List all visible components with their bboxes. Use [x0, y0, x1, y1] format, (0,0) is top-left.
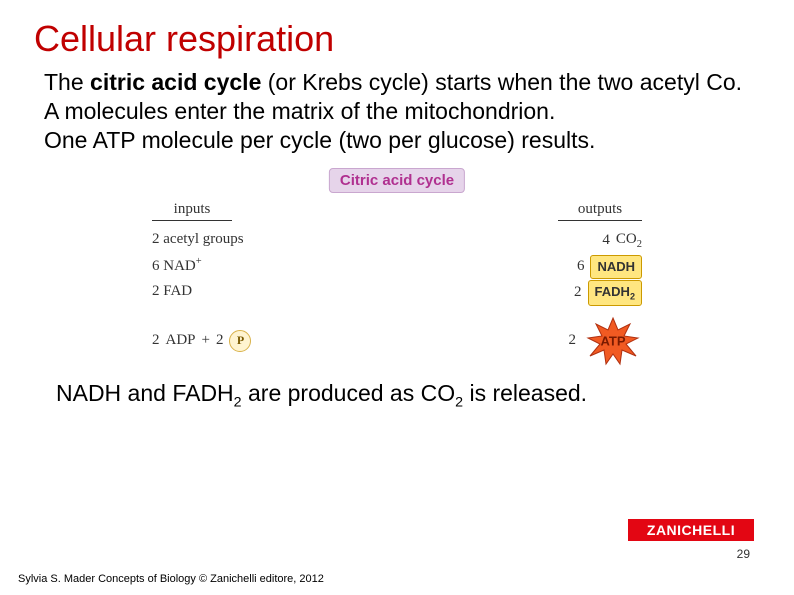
inputs-column: inputs 2 acetyl groups 6 NAD+ 2 FAD	[152, 200, 377, 305]
plus-sign: +	[202, 332, 210, 349]
output-row: 6 NADH	[417, 254, 642, 280]
footer-copyright: Sylvia S. Mader Concepts of Biology © Za…	[18, 573, 324, 585]
atp-group: 2 ATP	[569, 316, 643, 366]
bottom-row: 2 ADP + 2 P 2 ATP	[152, 316, 642, 366]
output-row: 2 FADH2	[417, 280, 642, 306]
page-title: Cellular respiration	[0, 0, 794, 68]
outputs-list: 4 CO2 6 NADH 2 FADH2	[417, 227, 642, 305]
output-pill: FADH2	[588, 280, 642, 306]
closing-s2: 2	[455, 394, 463, 410]
input-qty: 6	[152, 258, 160, 274]
outputs-header: outputs	[558, 201, 642, 221]
atp-burst-icon: ATP	[584, 316, 642, 366]
brand-logo: ZANICHELLI	[628, 519, 754, 541]
adp-plus-qty: 2	[216, 332, 224, 349]
output-pill: NADH	[590, 255, 642, 279]
atp-label: ATP	[600, 333, 625, 348]
input-text: NAD	[163, 258, 196, 274]
inputs-header: inputs	[152, 201, 232, 221]
inputs-list: 2 acetyl groups 6 NAD+ 2 FAD	[152, 227, 377, 305]
closing-t1: NADH and FADH	[56, 380, 234, 406]
input-row: 2 FAD	[152, 279, 377, 305]
input-sup: +	[196, 256, 202, 267]
output-text: CO2	[616, 227, 642, 254]
outputs-column: outputs 4 CO2 6 NADH 2 FADH2	[417, 200, 642, 305]
adp-text: ADP	[166, 332, 196, 349]
page-number: 29	[737, 547, 750, 561]
citric-acid-diagram: Citric acid cycle inputs 2 acetyl groups…	[152, 168, 642, 365]
adp-group: 2 ADP + 2 P	[152, 330, 251, 352]
input-row: 6 NAD+	[152, 253, 377, 280]
output-qty: 4	[602, 228, 610, 254]
closing-t3: is released.	[463, 380, 587, 406]
adp-qty: 2	[152, 332, 160, 349]
closing-s1: 2	[234, 394, 242, 410]
input-qty: 2	[152, 231, 160, 247]
output-qty: 6	[577, 254, 585, 280]
intro-line2: One ATP molecule per cycle (two per gluc…	[44, 127, 595, 153]
atp-qty: 2	[569, 332, 577, 349]
phosphate-icon: P	[229, 330, 251, 352]
output-qty: 2	[574, 280, 582, 306]
closing-paragraph: NADH and FADH2 are produced as CO2 is re…	[0, 374, 794, 411]
intro-bold: citric acid cycle	[90, 69, 268, 95]
intro-paragraph: The citric acid cycle (or Krebs cycle) s…	[0, 68, 794, 154]
output-row: 4 CO2	[417, 227, 642, 254]
input-row: 2 acetyl groups	[152, 227, 377, 253]
cycle-badge: Citric acid cycle	[329, 168, 465, 193]
intro-pre: The	[44, 69, 90, 95]
input-text: acetyl groups	[163, 231, 243, 247]
input-qty: 2	[152, 283, 160, 299]
input-text: FAD	[163, 283, 192, 299]
closing-t2: are produced as CO	[242, 380, 456, 406]
